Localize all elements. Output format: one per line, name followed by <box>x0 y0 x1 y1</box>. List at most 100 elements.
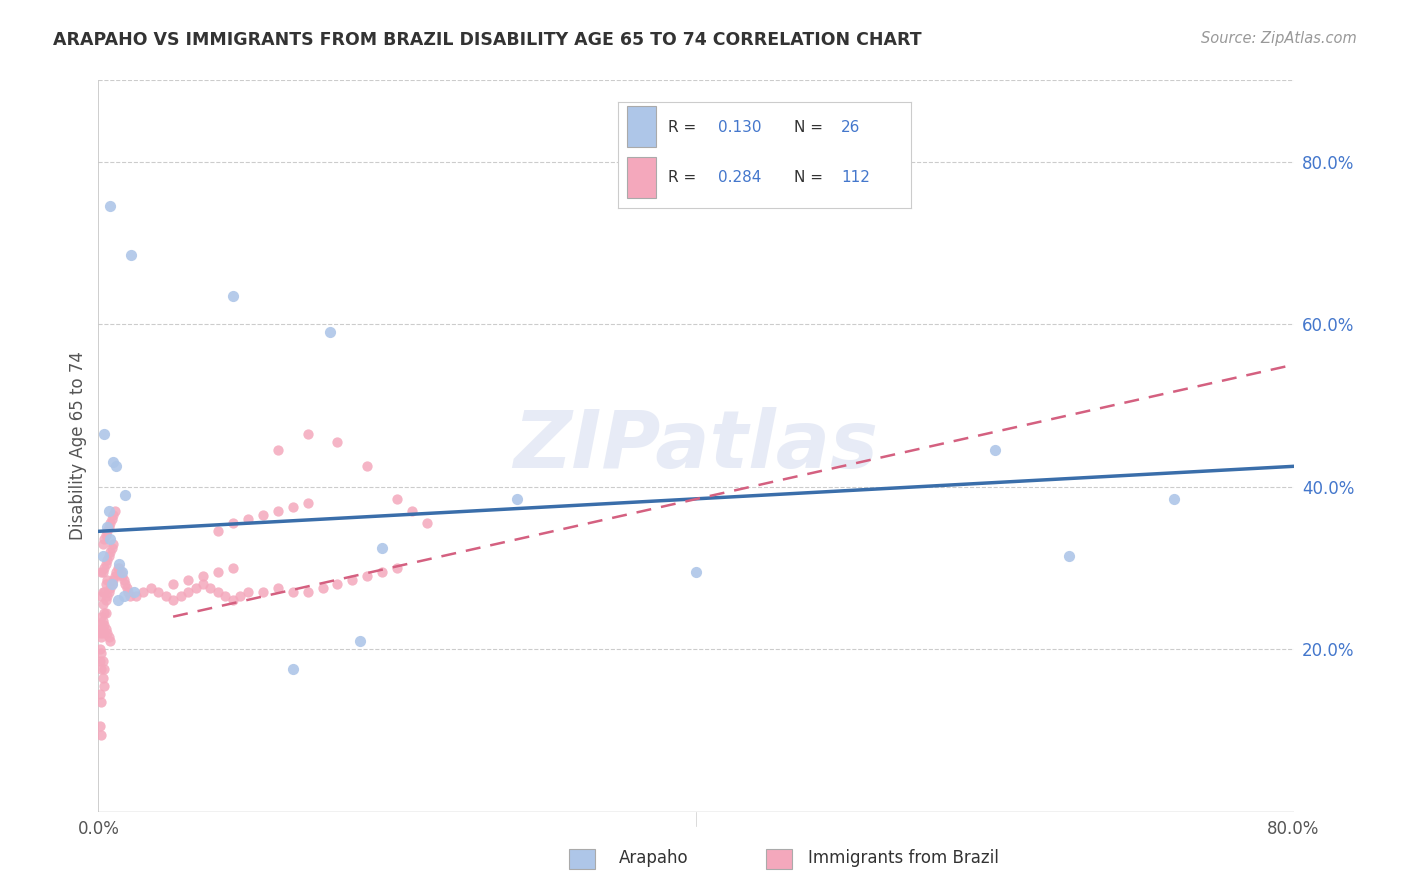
Point <box>98 634 122 648</box>
Point <box>207 585 229 599</box>
Point <box>1163 491 1185 506</box>
Point <box>108 557 131 571</box>
Point <box>236 585 259 599</box>
Point <box>115 581 138 595</box>
Point <box>371 541 394 555</box>
Point <box>90 590 112 604</box>
Point <box>214 590 236 604</box>
Point <box>98 533 122 547</box>
Point <box>349 634 371 648</box>
Point <box>281 500 304 514</box>
Point <box>93 606 115 620</box>
Point <box>107 593 129 607</box>
Text: Source: ZipAtlas.com: Source: ZipAtlas.com <box>1201 31 1357 46</box>
Point <box>385 491 409 506</box>
Point <box>117 585 139 599</box>
Point <box>222 288 245 302</box>
Point <box>91 614 114 628</box>
Point <box>98 516 122 531</box>
Point <box>93 617 115 632</box>
Point <box>91 549 114 563</box>
Point <box>120 248 142 262</box>
Point <box>89 654 111 668</box>
Point <box>91 671 114 685</box>
Point <box>98 544 122 558</box>
Point <box>222 561 245 575</box>
Point <box>105 459 128 474</box>
Point <box>96 524 118 539</box>
Point <box>297 426 319 441</box>
Point <box>371 565 394 579</box>
Point <box>124 585 146 599</box>
Point <box>297 496 319 510</box>
Point <box>96 590 118 604</box>
Point <box>297 585 319 599</box>
Point <box>222 593 245 607</box>
Point <box>177 585 200 599</box>
Point <box>685 565 707 579</box>
Point <box>252 585 274 599</box>
Text: ARAPAHO VS IMMIGRANTS FROM BRAZIL DISABILITY AGE 65 TO 74 CORRELATION CHART: ARAPAHO VS IMMIGRANTS FROM BRAZIL DISABI… <box>53 31 922 49</box>
Point <box>90 622 112 636</box>
Point <box>96 553 118 567</box>
Point <box>91 536 114 550</box>
Point <box>97 520 120 534</box>
Point <box>96 520 118 534</box>
Point <box>229 590 252 604</box>
Point <box>191 569 214 583</box>
Point <box>207 524 229 539</box>
Point <box>118 590 141 604</box>
Text: Arapaho: Arapaho <box>619 849 689 867</box>
Point <box>90 630 112 644</box>
Point <box>1059 549 1081 563</box>
Point <box>104 504 127 518</box>
Point <box>139 581 162 595</box>
Y-axis label: Disability Age 65 to 74: Disability Age 65 to 74 <box>69 351 87 541</box>
Point <box>101 577 124 591</box>
Point <box>267 443 290 458</box>
Point <box>101 577 124 591</box>
Point <box>207 565 229 579</box>
Point <box>93 426 115 441</box>
Point <box>90 663 112 677</box>
Point <box>319 325 342 339</box>
Point <box>356 459 378 474</box>
Point <box>110 565 132 579</box>
Point <box>104 569 127 583</box>
Point <box>401 504 423 518</box>
Point <box>101 512 124 526</box>
Point <box>90 609 112 624</box>
Point <box>162 577 184 591</box>
Point <box>89 617 111 632</box>
Point <box>91 565 114 579</box>
Point <box>356 569 378 583</box>
Point <box>267 504 290 518</box>
Point <box>416 516 439 531</box>
Point <box>94 622 117 636</box>
Point <box>281 585 304 599</box>
Point <box>97 549 120 563</box>
Point <box>90 727 112 741</box>
Point <box>89 642 111 657</box>
Point <box>91 585 114 599</box>
Point <box>91 598 114 612</box>
Point <box>267 581 290 595</box>
Point <box>94 577 117 591</box>
Point <box>107 561 129 575</box>
Point <box>93 679 115 693</box>
Point <box>96 573 118 587</box>
Point <box>111 565 134 579</box>
Point <box>191 577 214 591</box>
Point <box>155 590 177 604</box>
Point <box>125 590 148 604</box>
Point <box>90 565 112 579</box>
Point <box>89 687 111 701</box>
Point <box>103 455 125 469</box>
Point <box>103 536 125 550</box>
Point <box>97 630 120 644</box>
Point <box>326 434 349 449</box>
Point <box>311 581 333 595</box>
Point <box>89 719 111 733</box>
Point <box>94 593 117 607</box>
Point <box>91 654 114 668</box>
